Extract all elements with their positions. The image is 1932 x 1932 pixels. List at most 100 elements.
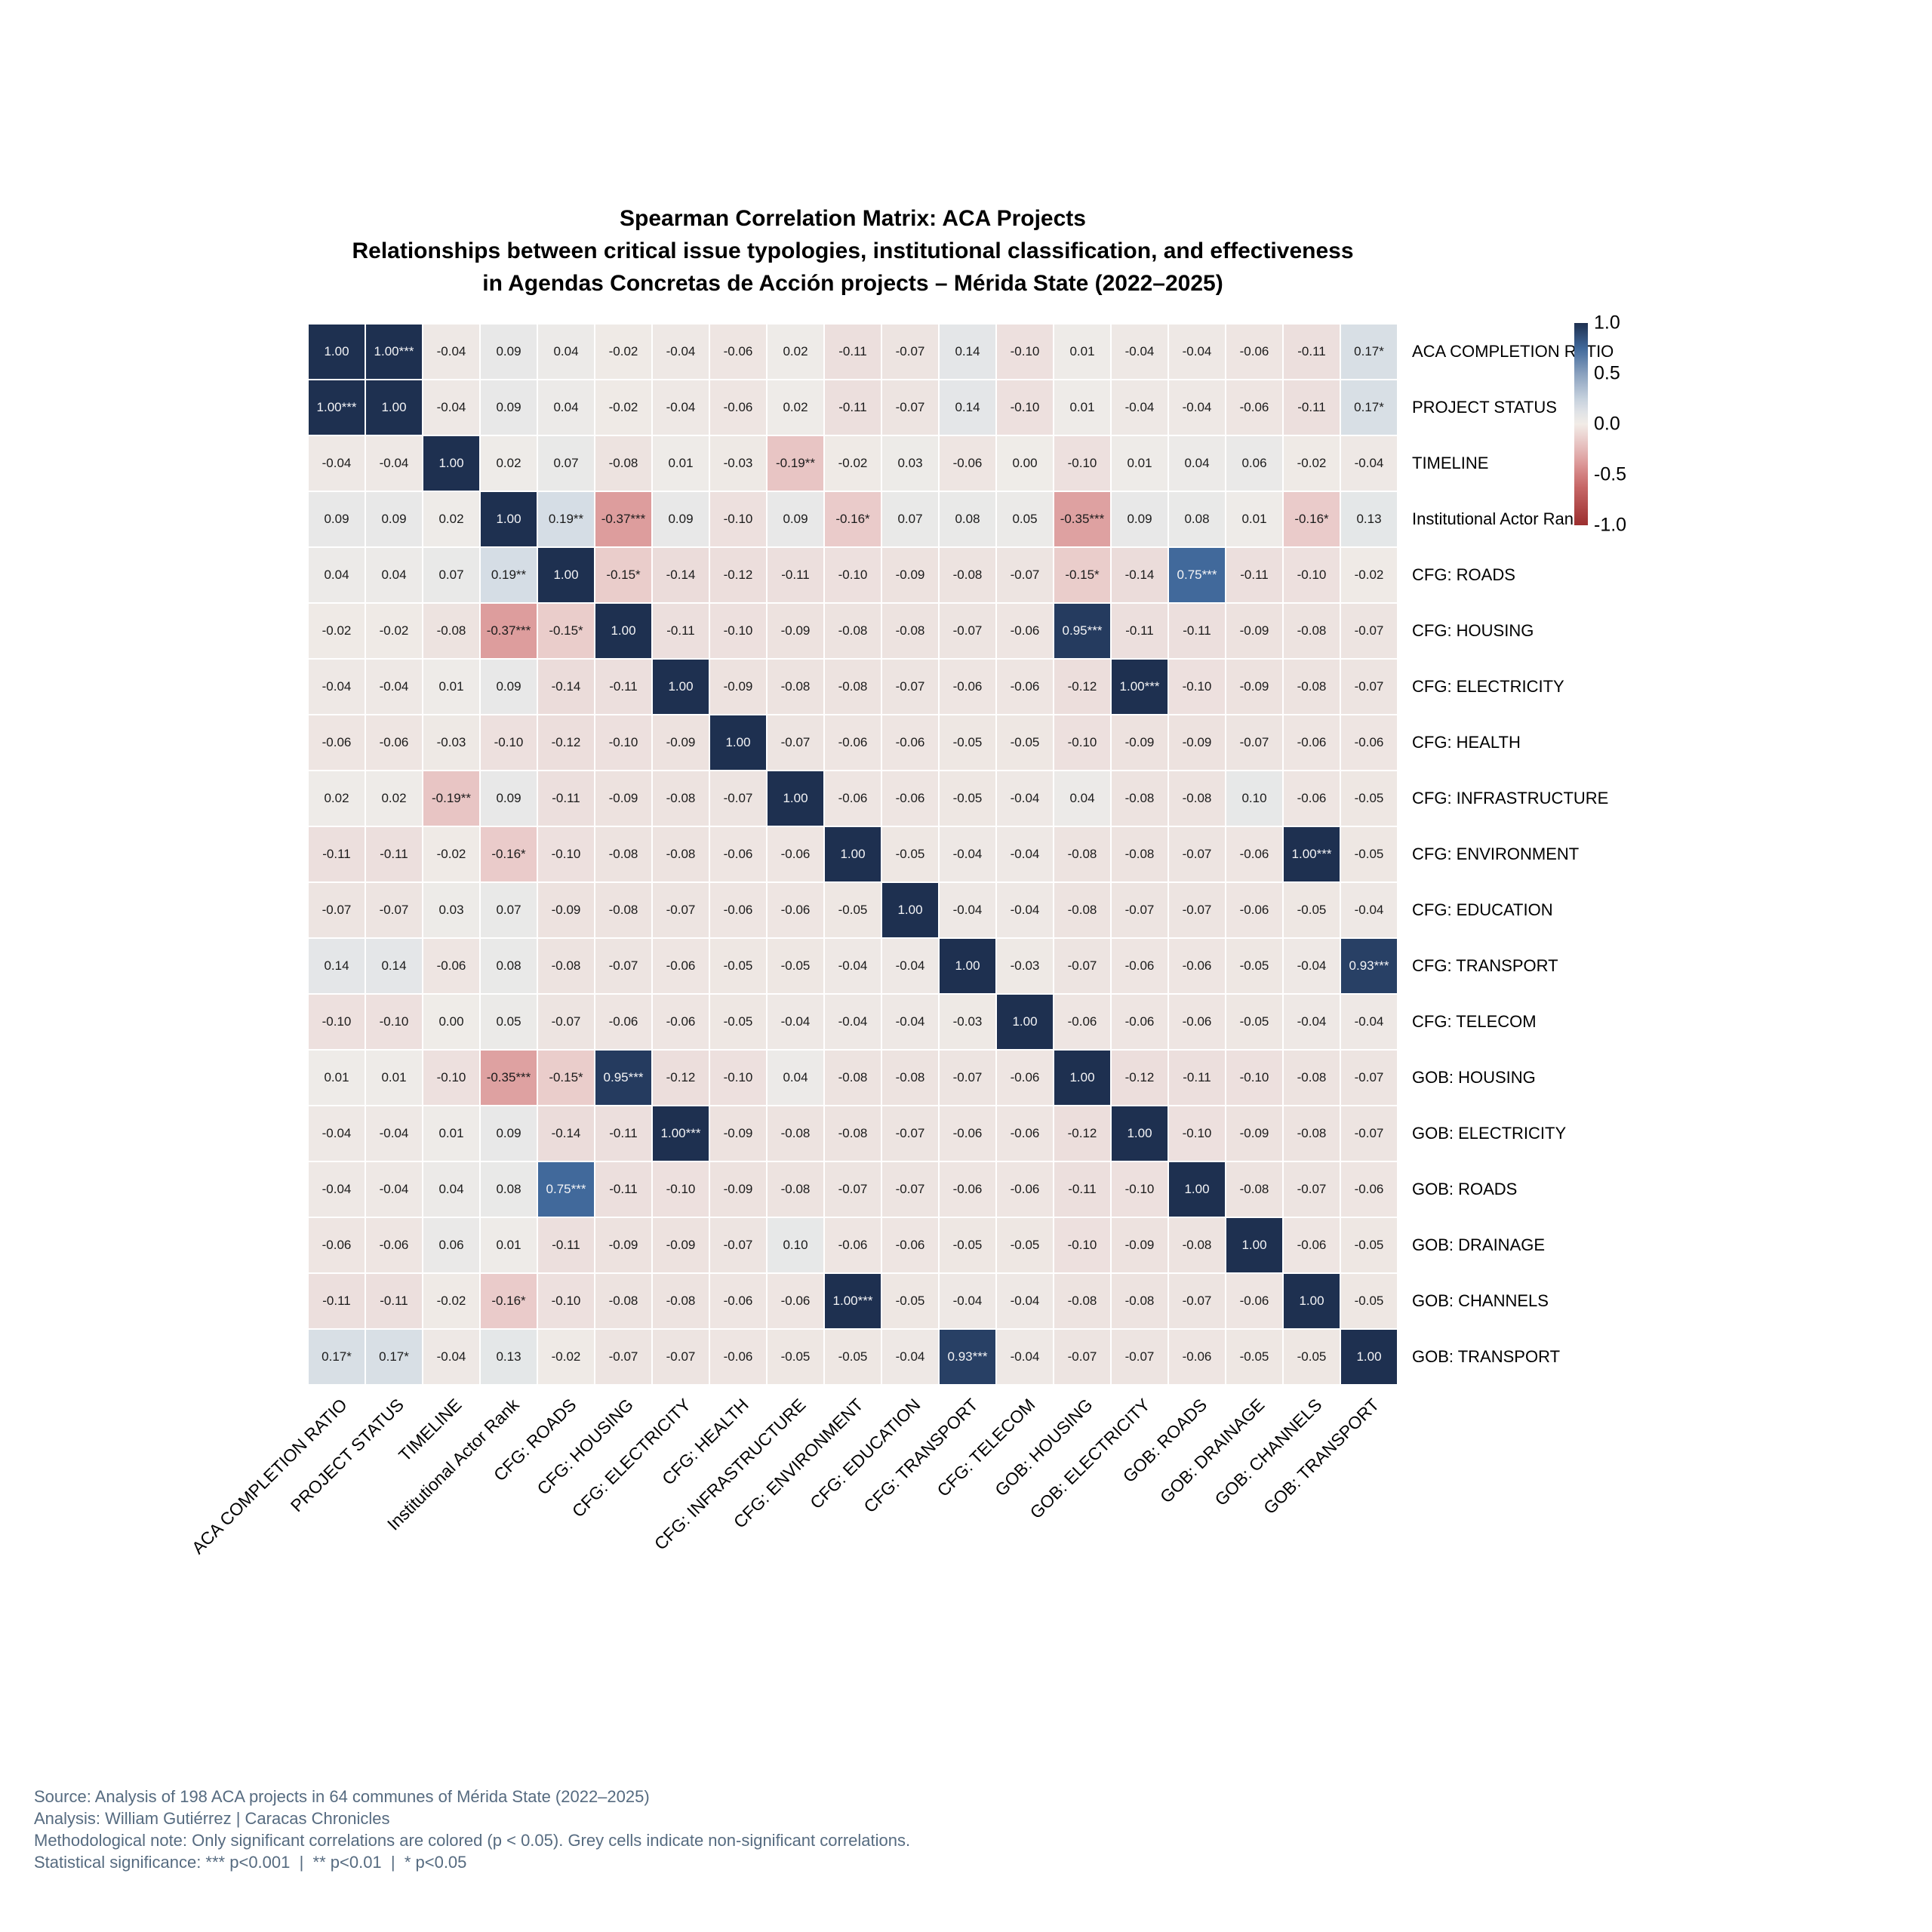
heatmap-cell: -0.06	[1054, 995, 1110, 1049]
heatmap-cell: -0.02	[366, 604, 422, 658]
heatmap-cell: -0.16*	[1284, 492, 1340, 546]
row-label: GOB: TRANSPORT	[1412, 1347, 1561, 1366]
heatmap-cell: 0.75***	[538, 1162, 594, 1217]
heatmap-cell: -0.07	[882, 1162, 938, 1217]
heatmap-cell: -0.10	[997, 325, 1053, 379]
heatmap-cell: -0.10	[1054, 436, 1110, 491]
heatmap-cell: -0.04	[366, 1106, 422, 1161]
heatmap-cell: -0.08	[595, 436, 651, 491]
heatmap-cell: 1.00	[309, 325, 365, 379]
heatmap-cell: -0.08	[1169, 771, 1225, 826]
heatmap-cell: -0.06	[1112, 939, 1168, 993]
heatmap-cell: -0.09	[710, 1162, 766, 1217]
heatmap-cell: -0.10	[1169, 1106, 1225, 1161]
heatmap-cell: -0.19**	[768, 436, 823, 491]
heatmap-cell: 1.00	[538, 548, 594, 602]
heatmap-cell: 1.00	[1054, 1051, 1110, 1105]
heatmap-cell: -0.07	[309, 883, 365, 937]
heatmap-cell: -0.06	[882, 1218, 938, 1272]
heatmap-cell: 0.01	[481, 1218, 537, 1272]
heatmap-cell: -0.11	[538, 1218, 594, 1272]
heatmap-cell: -0.08	[768, 1106, 823, 1161]
heatmap-cell: -0.08	[1284, 604, 1340, 658]
heatmap-cell: 0.10	[768, 1218, 823, 1272]
heatmap-cell: -0.08	[653, 771, 709, 826]
heatmap-cell: -0.06	[997, 1051, 1053, 1105]
heatmap-cell: -0.11	[366, 827, 422, 881]
heatmap-cell: -0.04	[940, 1274, 995, 1328]
column-label: CFG: EDUCATION	[806, 1395, 924, 1513]
heatmap-cell: -0.07	[997, 548, 1053, 602]
heatmap-cell: 0.04	[1054, 771, 1110, 826]
heatmap-cell: -0.04	[1341, 995, 1397, 1049]
heatmap-cell: 0.09	[481, 1106, 537, 1161]
heatmap-cell: -0.10	[710, 604, 766, 658]
heatmap-cell: 0.10	[1226, 771, 1282, 826]
heatmap-cell: -0.10	[1054, 715, 1110, 770]
footer-notes: Source: Analysis of 198 ACA projects in …	[34, 1786, 910, 1873]
heatmap-cell: -0.12	[1112, 1051, 1168, 1105]
heatmap-cell: -0.11	[595, 660, 651, 714]
heatmap-cell: -0.11	[825, 325, 881, 379]
heatmap-cell: 1.00***	[309, 380, 365, 435]
heatmap-cell: -0.07	[1169, 827, 1225, 881]
heatmap-cell: 0.95***	[1054, 604, 1110, 658]
heatmap-cell: 0.04	[309, 548, 365, 602]
heatmap-cell: -0.07	[882, 380, 938, 435]
heatmap-cell: -0.19**	[423, 771, 479, 826]
heatmap-cell: -0.02	[1341, 548, 1397, 602]
heatmap-cell: -0.04	[825, 995, 881, 1049]
row-label: CFG: TRANSPORT	[1412, 956, 1558, 975]
heatmap-cell: -0.05	[1226, 995, 1282, 1049]
heatmap-cell: -0.04	[997, 827, 1053, 881]
row-label: GOB: ELECTRICITY	[1412, 1124, 1567, 1143]
heatmap-cell: -0.06	[710, 325, 766, 379]
heatmap-cell: -0.07	[882, 1106, 938, 1161]
heatmap-cell: -0.06	[940, 660, 995, 714]
heatmap-cell: 0.01	[423, 660, 479, 714]
heatmap-cell: -0.04	[309, 660, 365, 714]
heatmap-cell: -0.06	[768, 827, 823, 881]
heatmap-cell: 1.00	[1284, 1274, 1340, 1328]
row-label: GOB: HOUSING	[1412, 1068, 1536, 1087]
heatmap-cell: -0.06	[309, 1218, 365, 1272]
heatmap-cell: -0.07	[1341, 1051, 1397, 1105]
heatmap-cell: -0.04	[768, 995, 823, 1049]
heatmap-cell: -0.04	[882, 995, 938, 1049]
heatmap-cell: -0.02	[423, 827, 479, 881]
colorbar-tick: 0.0	[1594, 413, 1620, 435]
heatmap-cell: 0.01	[309, 1051, 365, 1105]
row-label: CFG: ROADS	[1412, 565, 1515, 584]
heatmap-cell: 1.00	[1112, 1106, 1168, 1161]
heatmap-cell: -0.11	[366, 1274, 422, 1328]
heatmap-cell: -0.16*	[481, 1274, 537, 1328]
heatmap-cell: -0.10	[1112, 1162, 1168, 1217]
heatmap-cell: 0.19**	[481, 548, 537, 602]
heatmap-cell: 1.00	[1169, 1162, 1225, 1217]
heatmap-cell: -0.10	[538, 827, 594, 881]
heatmap-cell: 0.00	[423, 995, 479, 1049]
heatmap-cell: -0.07	[366, 883, 422, 937]
heatmap-cell: -0.03	[940, 995, 995, 1049]
footer-analysis: Analysis: William Gutiérrez | Caracas Ch…	[34, 1809, 390, 1828]
heatmap-cell: -0.02	[595, 380, 651, 435]
heatmap-cell: 0.09	[768, 492, 823, 546]
heatmap-cell: -0.09	[1112, 715, 1168, 770]
row-label: GOB: ROADS	[1412, 1180, 1518, 1198]
heatmap-cell: -0.02	[538, 1330, 594, 1384]
heatmap-cell: -0.06	[710, 883, 766, 937]
heatmap-cell: -0.10	[710, 492, 766, 546]
heatmap-cell: 0.17*	[1341, 380, 1397, 435]
heatmap-cell: -0.04	[882, 939, 938, 993]
heatmap-cell: -0.10	[366, 995, 422, 1049]
heatmap-cell: -0.08	[653, 1274, 709, 1328]
heatmap-cell: 0.09	[653, 492, 709, 546]
heatmap-cell: -0.05	[1284, 1330, 1340, 1384]
heatmap-cell: -0.05	[710, 939, 766, 993]
heatmap-cell: 0.08	[1169, 492, 1225, 546]
heatmap-cell: -0.08	[882, 1051, 938, 1105]
heatmap-cell: 0.05	[997, 492, 1053, 546]
heatmap-cell: 0.06	[1226, 436, 1282, 491]
colorbar-tick: 0.5	[1594, 362, 1620, 384]
heatmap-cell: -0.06	[1169, 939, 1225, 993]
